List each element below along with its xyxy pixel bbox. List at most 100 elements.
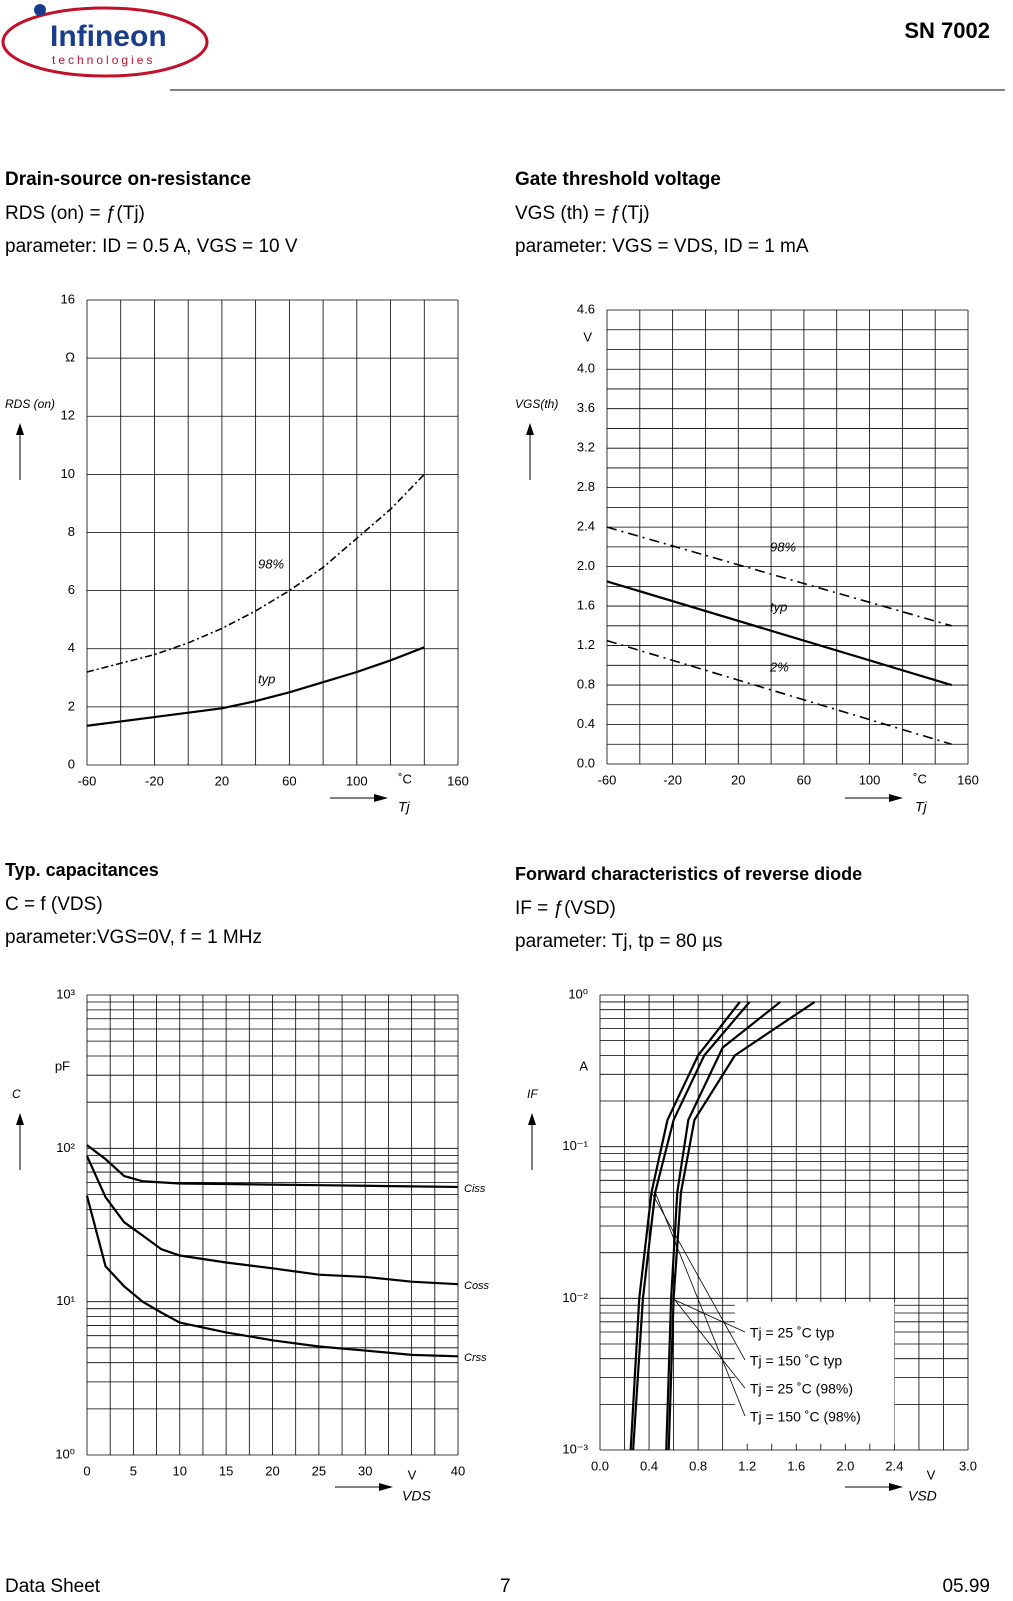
legend-label: Tj = 25 ˚C (98%) [750, 1381, 853, 1397]
x-tick-label: 100 [346, 773, 368, 788]
y-unit: Ω [65, 349, 75, 364]
x-tick-label: -60 [598, 772, 617, 787]
x-tick-label: 20 [215, 773, 229, 788]
y-tick-label: 10 [61, 466, 75, 481]
series-line [632, 1001, 751, 1451]
logo-dot [34, 4, 46, 16]
x-axis-label: Tj [398, 799, 411, 815]
x-tick-label: 20 [265, 1463, 279, 1478]
y-tick-label: 10⁻³ [562, 1441, 588, 1456]
legend-leader [670, 1297, 746, 1333]
arrow-head [374, 794, 388, 802]
series-label: Crss [464, 1352, 487, 1364]
chart-parameter: parameter: VGS = VDS, ID = 1 mA [515, 236, 809, 257]
y-tick-label: 2.8 [577, 479, 595, 494]
series-line [86, 646, 425, 727]
x-axis-label: VDS [402, 1488, 431, 1504]
x-tick-label: 5 [130, 1463, 137, 1478]
y-tick-label: 16 [61, 291, 75, 306]
legend-label: Tj = 25 ˚C typ [750, 1325, 835, 1341]
arrow-head [379, 1483, 393, 1491]
y-tick-label: 0.4 [577, 716, 595, 731]
x-unit: V [927, 1467, 936, 1482]
x-tick-label: 2.4 [885, 1458, 903, 1473]
series-line [667, 1001, 816, 1451]
y-tick-label: 4.6 [577, 301, 595, 316]
series-label: 2% [769, 659, 789, 674]
x-tick-label: 20 [731, 772, 745, 787]
chart-title: Drain-source on-resistance [5, 169, 251, 190]
arrow-head [16, 1113, 24, 1125]
chart-subtitle: IF = ƒ(VSD) [515, 898, 616, 919]
logo: Infineon [50, 20, 167, 53]
legend-label: Tj = 150 ˚C (98%) [750, 1409, 861, 1425]
y-axis-label: RDS (on) [5, 397, 55, 411]
arrow-head [526, 423, 534, 435]
y-tick-label: 10⁻¹ [562, 1138, 588, 1153]
y-axis-label: VGS(th) [515, 397, 558, 411]
arrow-head [889, 1483, 903, 1491]
chart-parameter: parameter:VGS=0V, f = 1 MHz [5, 927, 262, 948]
chart-subtitle: RDS (on) = ƒ(Tj) [5, 203, 145, 224]
series-line [86, 1144, 459, 1189]
x-tick-label: 60 [797, 772, 811, 787]
series-label: Ciss [464, 1183, 486, 1195]
y-unit: A [579, 1058, 588, 1073]
series-label: typ [258, 671, 275, 686]
x-tick-label: 60 [282, 773, 296, 788]
page-number: 7 [500, 1576, 511, 1597]
series-label: 98% [258, 556, 284, 571]
chart-parameter: parameter: ID = 0.5 A, VGS = 10 V [5, 236, 298, 257]
y-tick-label: 10³ [56, 986, 75, 1001]
series-label: typ [770, 599, 787, 614]
x-tick-label: 30 [358, 1463, 372, 1478]
x-tick-label: -60 [78, 773, 97, 788]
legend-leader [654, 1192, 746, 1417]
x-unit: V [408, 1467, 417, 1482]
y-tick-label: 10² [56, 1140, 75, 1155]
y-tick-label: 0.8 [577, 676, 595, 691]
logo-swoosh [1, 6, 209, 78]
x-tick-label: 10 [173, 1463, 187, 1478]
series-line [606, 580, 952, 687]
logo-tagline: technologies [52, 53, 155, 67]
y-tick-label: 4.0 [577, 361, 595, 376]
series-line [629, 1001, 741, 1451]
y-tick-label: 2.4 [577, 519, 595, 534]
x-tick-label: 3.0 [959, 1458, 977, 1473]
x-tick-label: 1.6 [787, 1458, 805, 1473]
x-tick-label: 0.4 [640, 1458, 658, 1473]
x-axis-label: VSD [908, 1488, 937, 1504]
x-tick-label: 160 [957, 772, 979, 787]
chart-parameter: parameter: Tj, tp = 80 µs [515, 931, 723, 952]
series-line [606, 639, 952, 746]
y-tick-label: 0 [68, 756, 75, 771]
legend-label: Tj = 150 ˚C typ [750, 1353, 842, 1369]
chart-title: Gate threshold voltage [515, 169, 721, 190]
chart-title: Forward characteristics of reverse diode [515, 864, 862, 884]
x-tick-label: 2.0 [836, 1458, 854, 1473]
legend-leader [651, 1192, 746, 1361]
footer-date: 05.99 [942, 1576, 990, 1597]
series-line [665, 1001, 782, 1451]
x-axis-label: Tj [915, 799, 928, 815]
x-unit: ˚C [398, 771, 412, 786]
x-tick-label: 100 [859, 772, 881, 787]
y-tick-label: 10⁻² [562, 1290, 588, 1305]
series-line [86, 473, 425, 673]
x-tick-label: -20 [145, 773, 164, 788]
arrow-head [889, 794, 903, 802]
arrow-head [16, 423, 24, 435]
y-axis-label: IF [527, 1087, 538, 1101]
legend-leader [673, 1298, 746, 1389]
y-tick-label: 3.2 [577, 440, 595, 455]
series-label: 98% [770, 539, 796, 554]
y-tick-label: 1.2 [577, 637, 595, 652]
x-tick-label: 0 [83, 1463, 90, 1478]
y-tick-label: 2.0 [577, 558, 595, 573]
x-unit: ˚C [913, 771, 927, 786]
y-tick-label: 10⁰ [568, 986, 588, 1001]
x-tick-label: 25 [312, 1463, 326, 1478]
x-tick-label: 0.0 [591, 1458, 609, 1473]
